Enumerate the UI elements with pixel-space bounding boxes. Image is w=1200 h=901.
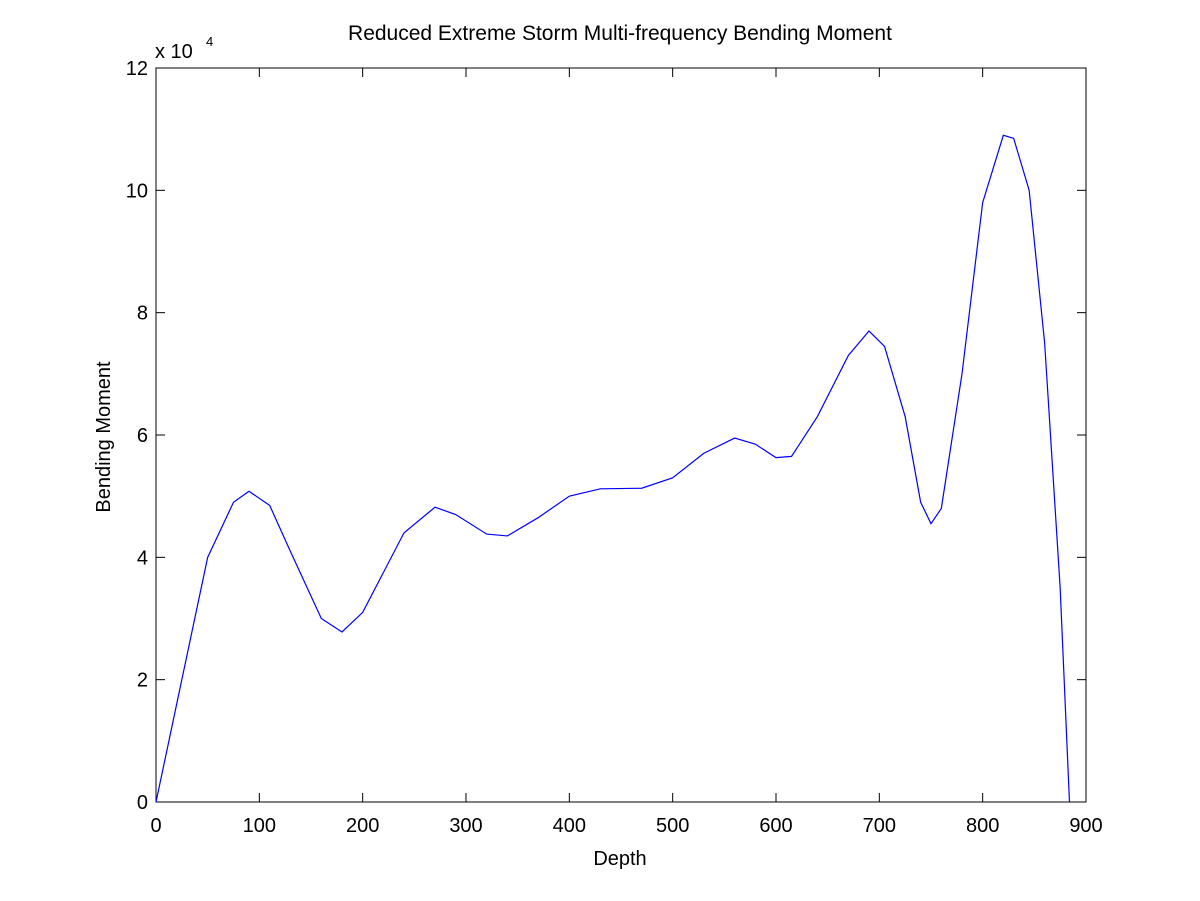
- y-tick-label: 6: [137, 425, 148, 447]
- y-tick-label: 4: [137, 547, 148, 569]
- y-tick-label: 10: [126, 180, 148, 202]
- y-axis-label: Bending Moment: [93, 361, 115, 513]
- x-tick-label: 300: [449, 815, 482, 837]
- x-tick-label: 100: [243, 815, 276, 837]
- x-tick-label: 200: [346, 815, 379, 837]
- x-tick-label: 500: [656, 815, 689, 837]
- x-axis-label: Depth: [593, 848, 646, 870]
- x-tick-label: 600: [759, 815, 792, 837]
- y-multiplier-exponent: 4: [206, 34, 213, 49]
- y-tick-label: 8: [137, 303, 148, 325]
- data-line: [155, 134, 1071, 803]
- x-tick-label: 700: [863, 815, 896, 837]
- y-tick-label: 12: [126, 58, 148, 80]
- chart-title: Reduced Extreme Storm Multi-frequency Be…: [348, 22, 892, 45]
- y-tick-label: 0: [137, 792, 148, 814]
- y-tick-label: 2: [137, 670, 148, 692]
- x-tick-label: 0: [150, 815, 161, 837]
- plot-box: [155, 67, 1087, 803]
- x-tick-label: 800: [966, 815, 999, 837]
- y-multiplier: x 10: [155, 41, 193, 63]
- x-tick-label: 400: [553, 815, 586, 837]
- x-tick-label: 900: [1069, 815, 1102, 837]
